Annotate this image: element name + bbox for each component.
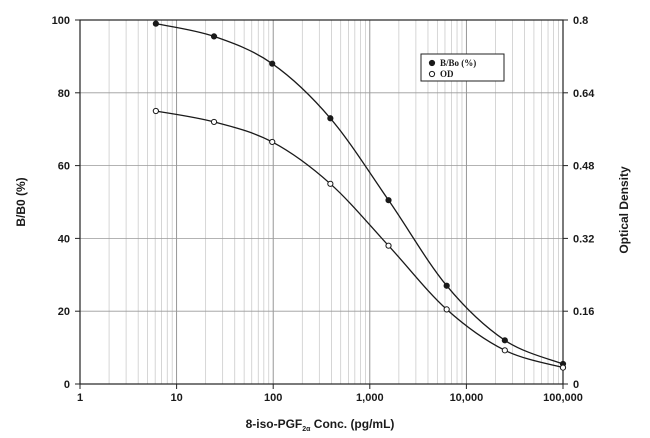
grid-lines <box>79 20 563 384</box>
data-point-od <box>385 242 392 249</box>
axis-ticks: 1 10 100 1,000 10,000 100,00002040608010000.1… <box>52 15 596 404</box>
legend-box <box>420 53 505 82</box>
left-y-axis-title: B/B0 (%) <box>14 177 28 226</box>
data-point-od <box>210 118 218 126</box>
data-point-od <box>501 347 508 354</box>
left-y-tick-label: 20 <box>58 306 70 318</box>
data-point-bbo <box>152 20 159 27</box>
legend-label-bbo: B/Bo (%) <box>440 58 476 68</box>
x-tick-label: 10 <box>170 392 182 404</box>
x-tick-label: 1,000 <box>356 392 384 404</box>
data-point-bbo <box>327 115 334 122</box>
right-y-tick-label: 0.48 <box>573 161 594 173</box>
data-point-od <box>327 180 334 187</box>
x-tick-label: 100,000 <box>543 392 583 404</box>
right-y-tick-label: 0 <box>573 379 579 391</box>
left-y-tick-label: 40 <box>58 233 70 245</box>
x-axis-title: 8-iso-PGF2α Conc. (pg/mL) <box>246 417 395 433</box>
legend-marker-bbo <box>428 59 436 67</box>
data-point-bbo <box>385 197 392 204</box>
data-point-bbo <box>210 33 218 40</box>
x-tick-label: 10,000 <box>450 392 484 404</box>
right-y-tick-label: 0.64 <box>573 88 595 100</box>
x-tick-label: 1 <box>77 392 83 404</box>
data-point-bbo <box>269 60 276 67</box>
left-y-tick-label: 100 <box>52 15 70 27</box>
data-point-bbo <box>501 337 508 344</box>
data-point-bbo <box>443 282 450 289</box>
right-y-axis-title: Optical Density <box>617 166 631 254</box>
data-point-od <box>443 306 450 313</box>
data-point-od <box>152 107 159 115</box>
left-y-tick-label: 60 <box>58 161 70 173</box>
x-tick-label: 100 <box>264 392 282 404</box>
data-point-od <box>559 364 567 371</box>
x-axis-title-prefix: 8-iso-PGF <box>246 417 303 431</box>
series-line-bbo <box>155 23 564 365</box>
data-series <box>152 20 567 371</box>
legend: B/Bo (%) OD <box>420 53 505 82</box>
x-axis-title-subscript: 2α <box>302 426 311 433</box>
series-line-od <box>155 110 564 369</box>
legend-marker-od <box>428 70 436 78</box>
right-y-tick-label: 0.32 <box>573 233 594 245</box>
data-point-od <box>269 138 276 146</box>
left-y-tick-label: 80 <box>58 88 70 100</box>
x-axis-title-suffix: Conc. (pg/mL) <box>310 417 394 431</box>
left-y-tick-label: 0 <box>64 379 70 391</box>
plot-frame <box>79 19 564 385</box>
right-y-tick-label: 0.16 <box>573 306 594 318</box>
right-y-tick-label: 0.8 <box>573 15 588 27</box>
legend-label-od: OD <box>440 69 454 79</box>
